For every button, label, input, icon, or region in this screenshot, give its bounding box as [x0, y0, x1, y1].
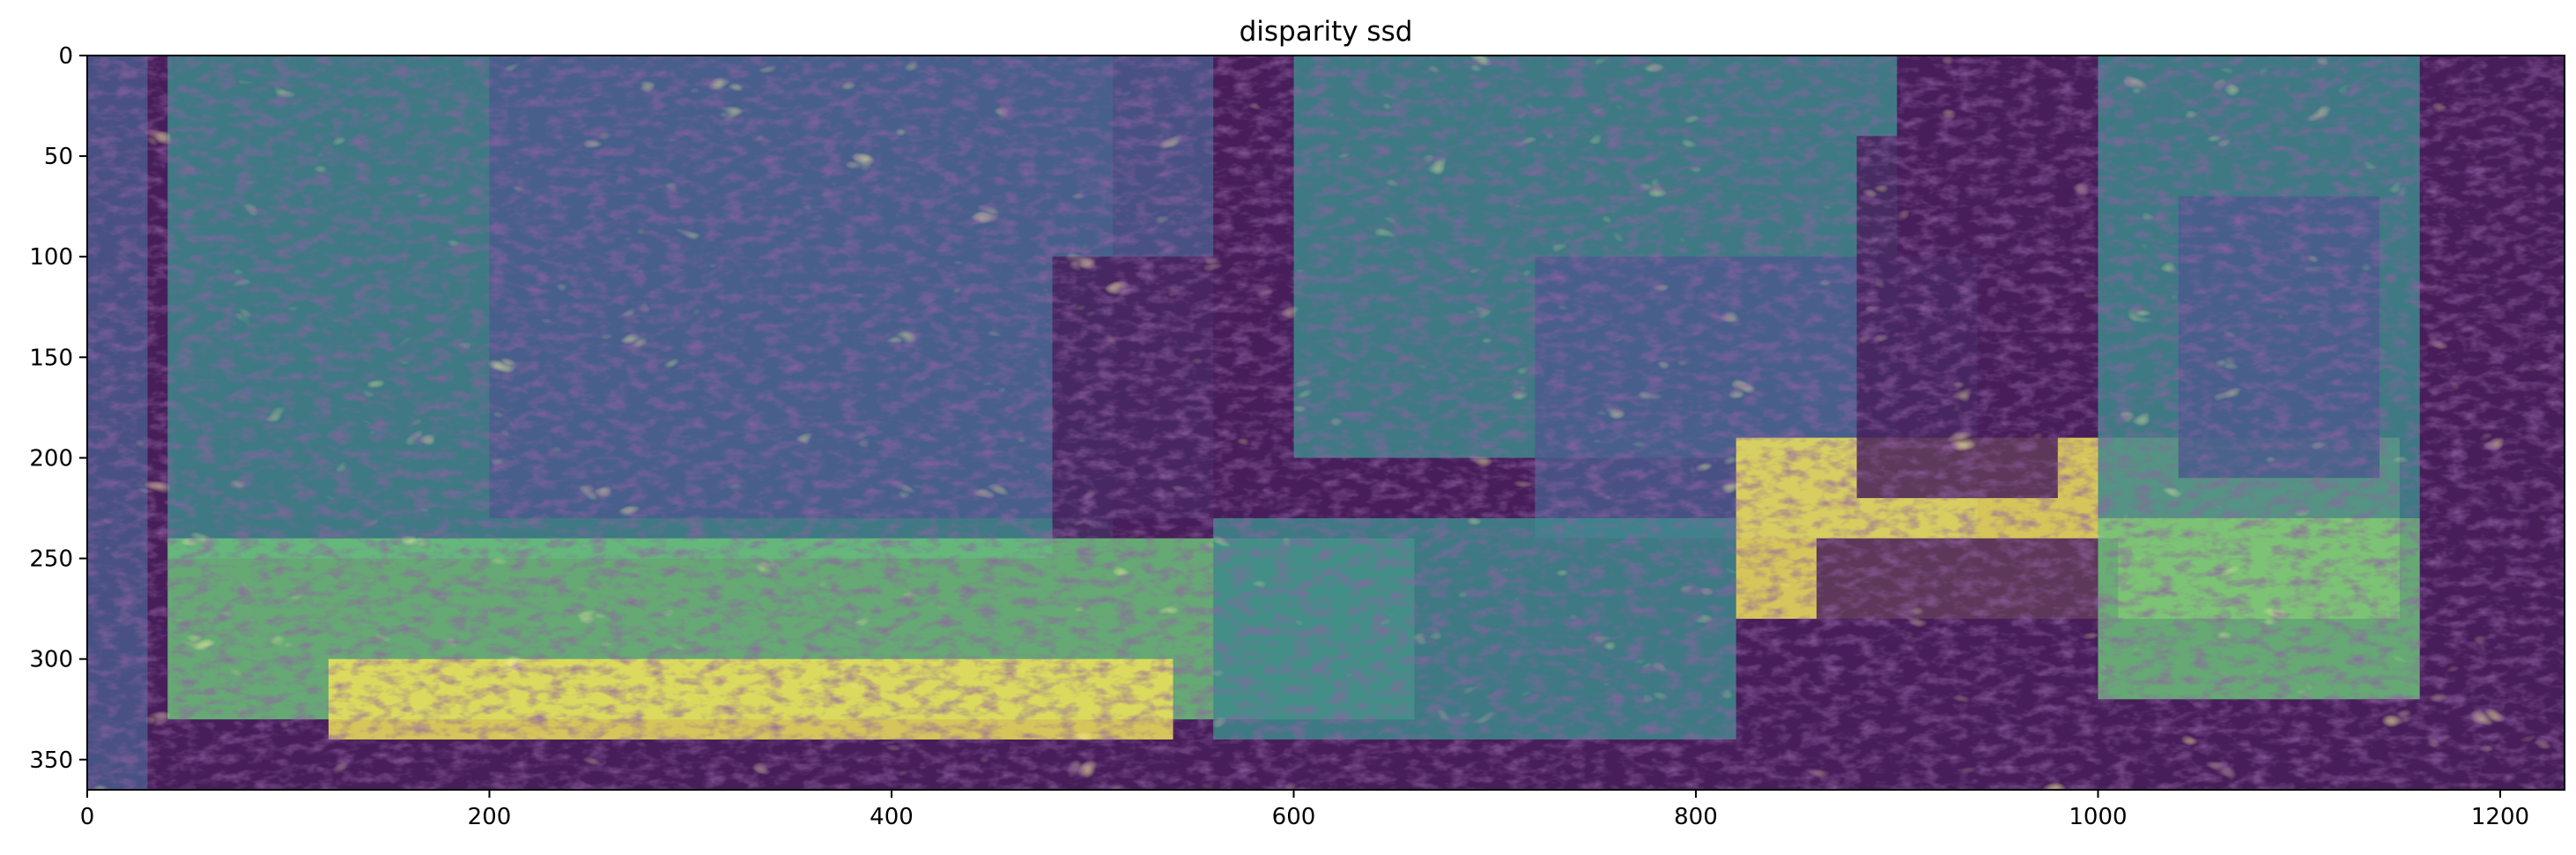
heatmap-texture-dark: [87, 56, 2565, 790]
y-tick-label: 0: [58, 43, 73, 70]
y-tick-label: 150: [29, 345, 73, 371]
x-axis: 0 200 400 600 800 1000 1200: [80, 790, 2529, 830]
y-tick-label: 350: [29, 747, 73, 774]
y-tick-label: 300: [29, 647, 73, 673]
x-tick-label: 1000: [2069, 804, 2127, 830]
y-tick-label: 50: [44, 144, 73, 170]
disparity-heatmap: [87, 56, 2565, 790]
x-tick-label: 400: [870, 804, 914, 830]
y-axis: 0 50 100 150 200 250 300 350: [29, 43, 87, 774]
chart-title: disparity ssd: [1240, 16, 1413, 48]
x-tick-label: 0: [80, 804, 95, 830]
x-tick-label: 1200: [2471, 804, 2529, 830]
y-tick-label: 100: [29, 244, 73, 271]
x-tick-label: 800: [1674, 804, 1718, 830]
plot-frame: [86, 55, 2565, 791]
x-tick-label: 600: [1272, 804, 1316, 830]
y-tick-label: 200: [29, 445, 73, 472]
y-tick-label: 250: [29, 546, 73, 573]
x-tick-label: 200: [468, 804, 512, 830]
